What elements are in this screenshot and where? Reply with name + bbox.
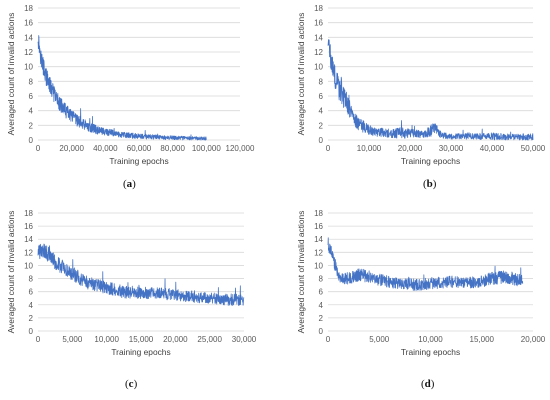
x-tick-label-b-0: 0 bbox=[326, 144, 331, 153]
x-axis-title-d: Training epochs bbox=[401, 347, 460, 357]
y-tick-label-b-8: 16 bbox=[314, 19, 323, 28]
series-line-d-0 bbox=[327, 237, 524, 292]
y-tick-label-b-9: 18 bbox=[314, 4, 323, 13]
caption-d: (d) bbox=[421, 378, 435, 390]
y-tick-label-c-5: 10 bbox=[24, 261, 33, 270]
x-tick-label-a-1: 20,000 bbox=[59, 144, 84, 153]
x-tick-label-c-1: 5,000 bbox=[62, 335, 83, 344]
y-tick-label-a-7: 14 bbox=[24, 33, 33, 42]
chart-panel-d: 0 2 4 6 8 10 12 14 16 18 0 5,000 10,000 15,000 20,000 T… bbox=[275, 200, 550, 400]
y-tick-label-c-1: 2 bbox=[29, 314, 34, 323]
y-tick-label-d-1: 2 bbox=[319, 314, 324, 323]
x-axis-title-c: Training epochs bbox=[111, 347, 170, 357]
y-axis-title-b: Averaged count of invalid actions bbox=[296, 13, 306, 136]
x-tick-label-d-3: 15,000 bbox=[470, 335, 495, 344]
y-axis-title-c: Averaged count of invalid actions bbox=[6, 211, 16, 334]
series-line-a-0 bbox=[37, 35, 207, 141]
y-tick-label-a-5: 10 bbox=[24, 63, 33, 72]
x-tick-label-c-6: 30,000 bbox=[232, 335, 257, 344]
x-tick-label-b-1: 10,000 bbox=[357, 144, 382, 153]
x-tick-label-c-2: 10,000 bbox=[94, 335, 119, 344]
series-line-c-0 bbox=[37, 243, 245, 306]
chart-panel-c: 0 2 4 6 8 10 12 14 16 18 0 5,000 10,000 15,000 20,000 2… bbox=[0, 200, 275, 400]
y-tick-label-a-9: 18 bbox=[24, 4, 33, 13]
x-tick-label-d-2: 10,000 bbox=[418, 335, 443, 344]
y-tick-label-d-9: 18 bbox=[314, 209, 323, 218]
x-tick-label-b-4: 40,000 bbox=[480, 144, 505, 153]
x-tick-label-a-3: 60,000 bbox=[127, 144, 152, 153]
y-tick-label-b-2: 4 bbox=[319, 107, 324, 116]
y-tick-label-c-0: 0 bbox=[29, 327, 34, 336]
x-tick-label-b-5: 50,000 bbox=[521, 144, 546, 153]
y-tick-label-c-7: 14 bbox=[24, 235, 33, 244]
x-tick-label-c-4: 20,000 bbox=[163, 335, 188, 344]
x-tick-label-d-4: 20,000 bbox=[521, 335, 546, 344]
y-tick-label-c-3: 6 bbox=[29, 288, 34, 297]
y-tick-label-b-0: 0 bbox=[319, 136, 324, 145]
x-axis-title-a: Training epochs bbox=[109, 156, 168, 166]
y-axis-title-a: Averaged count of invalid actions bbox=[6, 13, 16, 136]
y-tick-label-b-5: 10 bbox=[314, 63, 323, 72]
y-tick-label-c-6: 12 bbox=[24, 248, 33, 257]
y-tick-label-a-6: 12 bbox=[24, 48, 33, 57]
y-tick-label-d-2: 4 bbox=[319, 301, 324, 310]
x-tick-label-b-2: 20,000 bbox=[398, 144, 423, 153]
x-tick-label-c-3: 15,000 bbox=[129, 335, 154, 344]
y-tick-label-c-2: 4 bbox=[29, 301, 34, 310]
y-tick-label-c-4: 8 bbox=[29, 275, 34, 284]
x-tick-label-d-0: 0 bbox=[326, 335, 331, 344]
x-tick-label-d-1: 5,000 bbox=[369, 335, 390, 344]
y-tick-label-b-1: 2 bbox=[319, 121, 324, 130]
y-tick-label-c-9: 18 bbox=[24, 209, 33, 218]
y-tick-label-a-2: 4 bbox=[29, 107, 34, 116]
x-tick-label-a-4: 80,000 bbox=[160, 144, 185, 153]
x-tick-label-a-5: 100,000 bbox=[192, 144, 221, 153]
y-tick-label-d-0: 0 bbox=[319, 327, 324, 336]
y-tick-label-d-8: 16 bbox=[314, 222, 323, 231]
y-tick-label-b-7: 14 bbox=[314, 33, 323, 42]
x-tick-label-b-3: 30,000 bbox=[439, 144, 464, 153]
chart-d: 0 2 4 6 8 10 12 14 16 18 0 5,000 10,000 15,000 20,000 T… bbox=[296, 209, 546, 357]
chart-panel-a: 0 2 4 6 8 10 12 14 16 18 0 20,000 40,000 60,000 80,000… bbox=[0, 0, 275, 200]
caption-b: (b) bbox=[423, 178, 437, 190]
series-line-b-0 bbox=[327, 39, 534, 141]
y-tick-label-c-8: 16 bbox=[24, 222, 33, 231]
x-tick-label-a-2: 40,000 bbox=[93, 144, 118, 153]
chart-panel-b: 0 2 4 6 8 10 12 14 16 18 0 10,000 20,000 30,000 40,000… bbox=[275, 0, 550, 200]
y-tick-label-a-4: 8 bbox=[29, 77, 34, 86]
x-tick-label-c-0: 0 bbox=[36, 335, 41, 344]
y-tick-label-b-4: 8 bbox=[319, 77, 324, 86]
y-tick-label-d-4: 8 bbox=[319, 275, 324, 284]
y-tick-label-b-6: 12 bbox=[314, 48, 323, 57]
y-axis-title-d: Averaged count of invalid actions bbox=[296, 211, 306, 334]
y-tick-label-b-3: 6 bbox=[319, 92, 324, 101]
y-tick-label-d-5: 10 bbox=[314, 261, 323, 270]
x-tick-label-a-6: 120,000 bbox=[226, 144, 255, 153]
y-tick-label-d-7: 14 bbox=[314, 235, 323, 244]
x-tick-label-a-0: 0 bbox=[36, 144, 41, 153]
caption-a: (a) bbox=[123, 178, 136, 190]
chart-a: 0 2 4 6 8 10 12 14 16 18 0 20,000 40,000 60,000 80,000… bbox=[6, 4, 255, 166]
chart-c: 0 2 4 6 8 10 12 14 16 18 0 5,000 10,000 15,000 20,000 2… bbox=[6, 209, 257, 357]
caption-c: (c) bbox=[125, 378, 138, 390]
y-tick-label-a-8: 16 bbox=[24, 19, 33, 28]
y-tick-label-d-6: 12 bbox=[314, 248, 323, 257]
chart-b: 0 2 4 6 8 10 12 14 16 18 0 10,000 20,000 30,000 40,000… bbox=[296, 4, 546, 166]
y-tick-label-a-0: 0 bbox=[29, 136, 34, 145]
y-tick-label-a-3: 6 bbox=[29, 92, 34, 101]
y-tick-label-a-1: 2 bbox=[29, 121, 34, 130]
x-axis-title-b: Training epochs bbox=[401, 156, 460, 166]
y-tick-label-d-3: 6 bbox=[319, 288, 324, 297]
x-tick-label-c-5: 25,000 bbox=[197, 335, 222, 344]
